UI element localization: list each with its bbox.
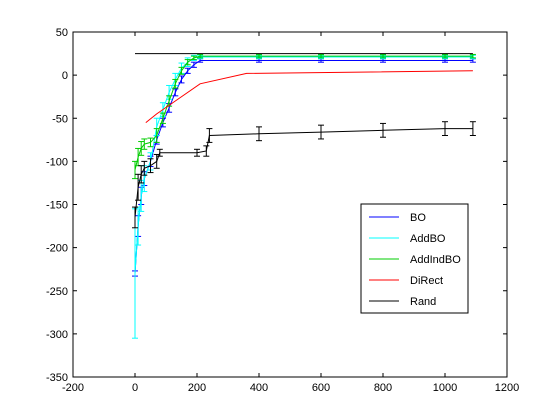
y-tick-label: -300 [46,329,68,341]
legend-label: AddIndBO [410,254,461,266]
legend-label: BO [410,212,426,224]
series-rand [132,121,476,229]
x-tick-label: 200 [188,382,206,394]
series-layer [132,53,476,339]
series-line [145,70,473,123]
legend: BO AddBO AddIndBO DiRect Rand [360,203,469,314]
x-tick-label: 0 [132,382,138,394]
y-tick-label: -50 [52,113,68,125]
axes: -200 0 200 400 600 800 1000 1200 -350 -300 -250 -20… [46,27,519,394]
legend-label: DiRect [410,275,443,287]
y-tick-label: -350 [46,372,68,384]
series-line [134,56,473,274]
x-tick-label: 1200 [495,382,519,394]
y-tick-label: 0 [62,70,68,82]
series-direct [145,70,473,123]
y-tick-label: -100 [46,156,68,168]
x-tick-label: 600 [312,382,330,394]
y-tick-label: -200 [46,243,68,255]
series-line [134,55,473,171]
x-tick-label: 1000 [433,382,457,394]
legend-label: AddBO [410,233,446,245]
legend-label: Rand [410,296,436,308]
y-tick-label: 50 [56,27,68,39]
x-tick-label: 400 [250,382,268,394]
x-tick-label: -200 [62,382,84,394]
x-tick-label: 800 [374,382,392,394]
y-tick-label: -250 [46,286,68,298]
series-line [134,128,473,218]
y-tick-label: -150 [46,200,68,212]
